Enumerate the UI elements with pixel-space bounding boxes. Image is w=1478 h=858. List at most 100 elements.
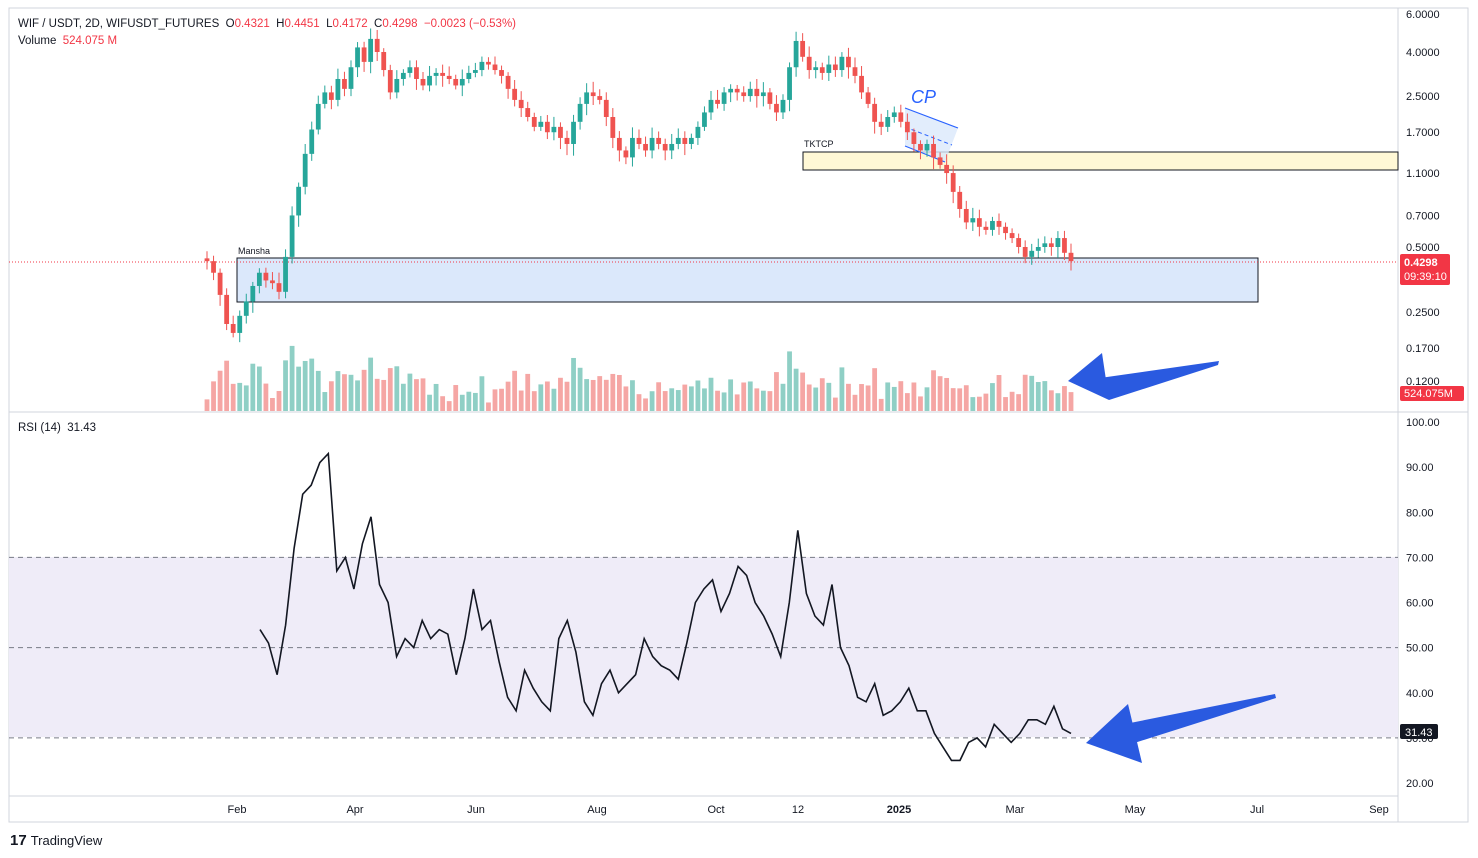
volume-bar (1048, 390, 1054, 411)
volume-bar (937, 376, 943, 411)
price-tick-label: 1.7000 (1406, 127, 1440, 139)
tktcp-zone[interactable] (802, 151, 1399, 171)
volume-bar (361, 369, 367, 411)
candle-body (649, 137, 655, 151)
candle-body (577, 103, 583, 122)
candle-body (610, 117, 616, 138)
candle-body (813, 67, 819, 71)
rsi-tick-label: 60.00 (1406, 598, 1434, 610)
volume-bar (793, 368, 799, 411)
volume-bar (472, 392, 478, 411)
candle-body (898, 112, 904, 122)
volume-bar (643, 398, 648, 411)
price-tick-label: 2.5000 (1406, 91, 1440, 103)
volume-bar (440, 396, 446, 411)
candle-body (315, 103, 321, 130)
candle-body (446, 75, 452, 79)
candle-body (819, 67, 825, 73)
volume-bar (577, 367, 583, 411)
volume-bar (407, 373, 413, 411)
volume-bar (983, 393, 989, 411)
candle-body (479, 61, 485, 71)
candle-body (760, 92, 766, 97)
volume-bar (630, 380, 635, 411)
candle-body (518, 99, 524, 109)
volume-bar (832, 397, 838, 411)
candle-body (230, 323, 236, 333)
volume-value: 524.075 M (62, 35, 118, 47)
candle-body (780, 99, 786, 113)
volume-bar (813, 387, 819, 411)
volume-bar (616, 374, 622, 411)
candle-body (630, 137, 635, 158)
volume-bar (538, 384, 544, 411)
time-tick-label: May (1125, 804, 1146, 816)
candle-body (950, 173, 956, 192)
candle-body (852, 67, 858, 76)
candle-body (1055, 238, 1061, 247)
volume-bar (859, 384, 864, 411)
volume-bar (243, 385, 249, 411)
volume-bar (603, 379, 609, 411)
volume-label[interactable]: Volume (18, 35, 57, 47)
candle-body (826, 64, 832, 73)
volume-bar (394, 366, 400, 411)
candle-body (931, 143, 936, 158)
volume-bar (911, 382, 917, 411)
candle-body (675, 137, 681, 144)
volume-bar (499, 388, 504, 411)
volume-badge-value: 524.075M (1404, 388, 1453, 400)
candle-body (741, 92, 747, 97)
volume-bar (950, 388, 956, 411)
rsi-label[interactable]: RSI (14) (18, 422, 61, 434)
candles-layer (204, 28, 1074, 343)
candle-body (1016, 238, 1022, 247)
rsi-tick-label: 100.00 (1406, 417, 1440, 429)
volume-bar (610, 373, 616, 411)
volume-bar (505, 381, 511, 411)
volume-bar (466, 391, 472, 411)
volume-bar (322, 392, 328, 411)
price-tick-label: 1.1000 (1406, 168, 1440, 180)
volume-bar (695, 380, 701, 411)
candle-body (381, 52, 387, 71)
open-label: O (225, 18, 235, 30)
candle-body (715, 99, 720, 104)
mansha-zone[interactable] (236, 257, 1259, 303)
price-axis[interactable]: 6.0000 4.0000 2.5000 1.7000 1.1000 0.7000 0.50… (1406, 9, 1440, 388)
candle-body (754, 88, 760, 97)
candle-body (309, 129, 315, 154)
candle-body (217, 272, 223, 295)
symbol-title[interactable]: WIF / USDT, 2D, WIFUSDT_FUTURES (18, 18, 220, 30)
candle-body (276, 283, 282, 292)
candle-body (623, 150, 629, 158)
low-value: 0.4172 (332, 18, 368, 30)
candle-body (767, 92, 773, 104)
volume-bar (328, 381, 334, 411)
volume-bar (918, 396, 923, 411)
candle-body (499, 70, 504, 76)
candle-body (211, 261, 216, 273)
price-tick-label: 0.7000 (1406, 210, 1440, 222)
candle-body (368, 38, 374, 62)
volume-bar (780, 383, 786, 411)
volume-bar (963, 385, 969, 411)
volume-bar (636, 394, 642, 411)
candle-body (590, 92, 596, 97)
volume-bar (453, 385, 459, 411)
candle-body (597, 96, 603, 100)
candle-body (793, 40, 799, 68)
volume-bar (315, 370, 321, 411)
tradingview-logo[interactable]: 17 TradingView (10, 832, 102, 849)
candle-body (695, 126, 701, 138)
candle-body (865, 92, 871, 104)
candle-body (237, 315, 243, 333)
time-axis[interactable]: Feb Apr Jun Aug Oct 12 2025 Mar May Jul Sep (228, 804, 1389, 816)
candle-body (263, 272, 269, 281)
volume-bar (1062, 386, 1067, 411)
volume-bar (512, 370, 518, 411)
volume-bar (682, 384, 688, 411)
candle-body (1042, 243, 1048, 247)
volume-bar (584, 379, 590, 411)
